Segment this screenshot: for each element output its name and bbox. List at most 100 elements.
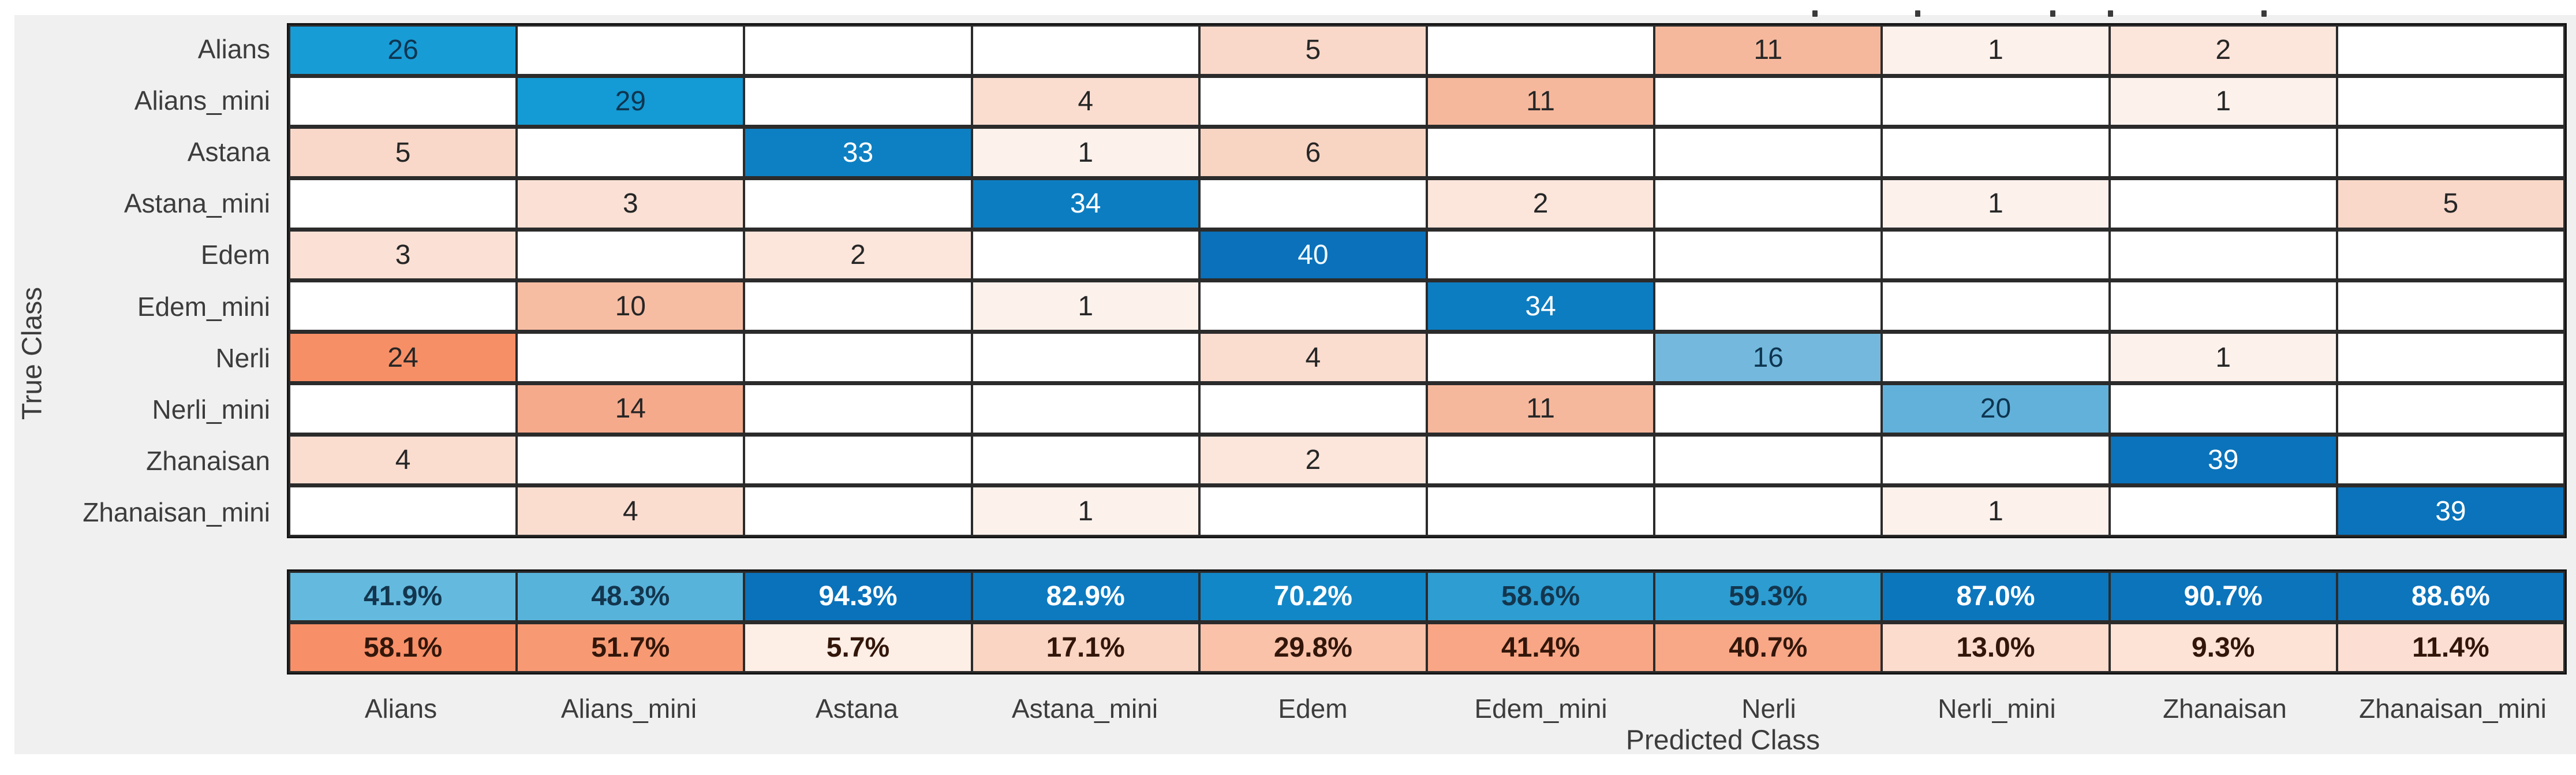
matrix-cell: 11 — [1428, 77, 1654, 125]
column-summary-negative-cell: 13.0% — [1883, 624, 2108, 671]
matrix-cell — [290, 282, 516, 330]
predicted-class-tick-labels: Alians Alians_mini Astana Astana_mini Edem Ed… — [287, 693, 2567, 724]
predicted-class-label: Zhanaisan_mini — [2359, 694, 2547, 724]
column-summary-positive-cell: 58.6% — [1428, 573, 1654, 620]
predicted-class-label: Alians_mini — [560, 694, 697, 724]
matrix-cell — [1428, 231, 1654, 279]
matrix-cell: 2 — [1428, 180, 1654, 228]
column-summary-positive-cell: 48.3% — [518, 573, 743, 620]
matrix-cell: 4 — [518, 487, 743, 535]
matrix-cell — [1428, 487, 1654, 535]
predicted-class-label: Astana_mini — [1011, 694, 1158, 724]
matrix-cell — [1655, 487, 1881, 535]
column-summary-negative-cell: 5.7% — [745, 624, 971, 671]
column-summary-negative-cell: 29.8% — [1200, 624, 1426, 671]
matrix-cell — [745, 180, 971, 228]
matrix-cell — [290, 487, 516, 535]
matrix-cell — [2110, 180, 2336, 228]
predicted-class-label: Nerli_mini — [1938, 694, 2056, 724]
matrix-cell — [518, 436, 743, 484]
true-class-tick-labels: Alians Alians_mini Astana Astana_mini Edem Ed… — [12, 23, 278, 538]
matrix-cell — [2338, 282, 2563, 330]
cropped-text-speck — [2261, 10, 2267, 17]
matrix-cell — [2338, 129, 2563, 177]
matrix-cell: 1 — [1883, 27, 2108, 74]
column-summary-positive-cell: 82.9% — [973, 573, 1198, 620]
matrix-cell — [290, 180, 516, 228]
matrix-cell — [745, 436, 971, 484]
true-class-label: Alians_mini — [134, 85, 270, 115]
matrix-cell — [745, 487, 971, 535]
cropped-text-speck — [2108, 10, 2113, 17]
matrix-cell — [2110, 282, 2336, 330]
matrix-cell — [1428, 27, 1654, 74]
true-class-label: Astana — [187, 137, 270, 167]
matrix-cell: 39 — [2110, 436, 2336, 484]
matrix-cell — [1883, 77, 2108, 125]
column-summary-negative-cell: 9.3% — [2110, 624, 2336, 671]
matrix-cell: 11 — [1655, 27, 1881, 74]
matrix-cell: 5 — [2338, 180, 2563, 228]
matrix-cell — [1200, 77, 1426, 125]
matrix-cell — [973, 385, 1198, 433]
matrix-cell — [1655, 129, 1881, 177]
true-class-label: Zhanaisan_mini — [83, 497, 270, 528]
matrix-cell: 1 — [973, 282, 1198, 330]
matrix-cell — [1200, 180, 1426, 228]
matrix-cell: 39 — [2338, 487, 2563, 535]
predicted-class-label: Astana — [815, 694, 899, 724]
column-summary-positive-cell: 88.6% — [2338, 573, 2563, 620]
matrix-cell — [518, 334, 743, 381]
matrix-cell — [745, 77, 971, 125]
predicted-class-label: Edem_mini — [1474, 694, 1607, 724]
matrix-cell: 14 — [518, 385, 743, 433]
column-summary-positive-cell: 94.3% — [745, 573, 971, 620]
matrix-cell — [1883, 282, 2108, 330]
matrix-cell: 24 — [290, 334, 516, 381]
cropped-text-speck — [2050, 10, 2055, 17]
predicted-class-label: Nerli — [1741, 694, 1796, 724]
matrix-cell: 5 — [290, 129, 516, 177]
matrix-cell: 40 — [1200, 231, 1426, 279]
matrix-cell: 4 — [290, 436, 516, 484]
column-summary-positive-cell: 87.0% — [1883, 573, 2108, 620]
matrix-cell — [973, 27, 1198, 74]
cropped-text-speck — [1812, 10, 1818, 17]
matrix-cell: 3 — [290, 231, 516, 279]
matrix-cell — [1200, 282, 1426, 330]
column-summary-positive-cell: 90.7% — [2110, 573, 2336, 620]
matrix-cell — [745, 282, 971, 330]
matrix-cell — [1428, 334, 1654, 381]
column-summary-positive-cell: 59.3% — [1655, 573, 1881, 620]
column-summary-negative-cell: 41.4% — [1428, 624, 1654, 671]
matrix-cell — [1655, 77, 1881, 125]
matrix-cell — [1883, 436, 2108, 484]
matrix-cell: 4 — [973, 77, 1198, 125]
matrix-cell — [973, 436, 1198, 484]
column-summary-grid: 41.9% 48.3% 94.3% 82.9% 70.2% 58.6% 59.3% 87.0%… — [287, 569, 2567, 675]
matrix-cell — [1883, 334, 2108, 381]
true-class-label: Astana_mini — [124, 188, 270, 219]
matrix-cell — [2338, 27, 2563, 74]
matrix-cell — [1655, 180, 1881, 228]
true-class-label: Edem — [200, 240, 270, 270]
matrix-cell: 6 — [1200, 129, 1426, 177]
matrix-cell — [745, 385, 971, 433]
matrix-cell: 1 — [973, 129, 1198, 177]
matrix-cell: 2 — [745, 231, 971, 279]
matrix-cell: 2 — [2110, 27, 2336, 74]
matrix-cell — [745, 334, 971, 381]
true-class-label: Edem_mini — [137, 291, 270, 322]
matrix-cell — [1428, 129, 1654, 177]
predicted-class-label: Zhanaisan — [2163, 694, 2287, 724]
x-axis-title: Predicted Class — [1625, 725, 1820, 756]
matrix-cell — [1200, 487, 1426, 535]
matrix-cell — [745, 27, 971, 74]
predicted-class-label: Alians — [364, 694, 438, 724]
matrix-cell: 16 — [1655, 334, 1881, 381]
matrix-cell — [518, 231, 743, 279]
matrix-cell: 20 — [1883, 385, 2108, 433]
matrix-cell — [2338, 334, 2563, 381]
matrix-cell: 33 — [745, 129, 971, 177]
matrix-cell — [1200, 385, 1426, 433]
